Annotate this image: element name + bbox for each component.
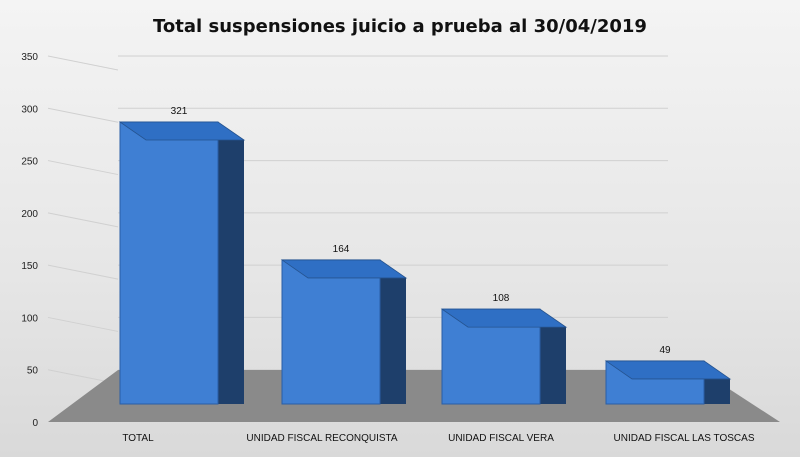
- bar-side: [540, 309, 566, 404]
- x-tick-label: UNIDAD FISCAL RECONQUISTA: [246, 433, 397, 444]
- bar: [118, 121, 246, 405]
- data-label: 321: [171, 106, 188, 117]
- gridline-diagonal: [47, 264, 119, 280]
- gridline-diagonal: [47, 160, 119, 176]
- x-tick-label: UNIDAD FISCAL VERA: [448, 433, 554, 444]
- y-axis: 0 50 100 150 200 250 300 350: [21, 52, 38, 429]
- gridline-diagonal: [47, 212, 119, 228]
- bar-top: [440, 308, 568, 328]
- y-tick-label: 100: [21, 313, 38, 324]
- data-label: 49: [659, 345, 671, 356]
- bar: [280, 259, 408, 405]
- chart-title: Total suspensiones juicio a prueba al 30…: [153, 16, 647, 37]
- data-labels: 321 164 108 49: [171, 106, 671, 356]
- y-tick-label: 350: [21, 52, 38, 63]
- bar-front: [281, 259, 381, 405]
- data-label: 108: [493, 293, 510, 304]
- bar-side: [218, 122, 244, 404]
- bar-top: [118, 121, 246, 141]
- bar-side: [380, 259, 406, 404]
- y-tick-label: 50: [27, 366, 39, 377]
- bars: [118, 121, 732, 405]
- y-tick-label: 0: [32, 418, 38, 429]
- y-tick-label: 150: [21, 261, 38, 272]
- x-tick-label: UNIDAD FISCAL LAS TOSCAS: [614, 433, 755, 444]
- bar-top: [604, 360, 732, 380]
- y-tick-label: 300: [21, 104, 38, 115]
- bar-front: [119, 121, 219, 405]
- gridline-diagonal: [47, 316, 119, 332]
- gridline-diagonal: [47, 55, 119, 71]
- data-label: 164: [333, 244, 350, 255]
- y-tick-label: 200: [21, 209, 38, 220]
- gridline-diagonal: [47, 107, 119, 123]
- bar: [604, 360, 732, 405]
- bar: [440, 308, 568, 405]
- x-axis: TOTAL UNIDAD FISCAL RECONQUISTA UNIDAD FIS…: [122, 433, 754, 444]
- x-tick-label: TOTAL: [122, 433, 154, 444]
- y-tick-label: 250: [21, 157, 38, 168]
- bar-top: [280, 259, 408, 279]
